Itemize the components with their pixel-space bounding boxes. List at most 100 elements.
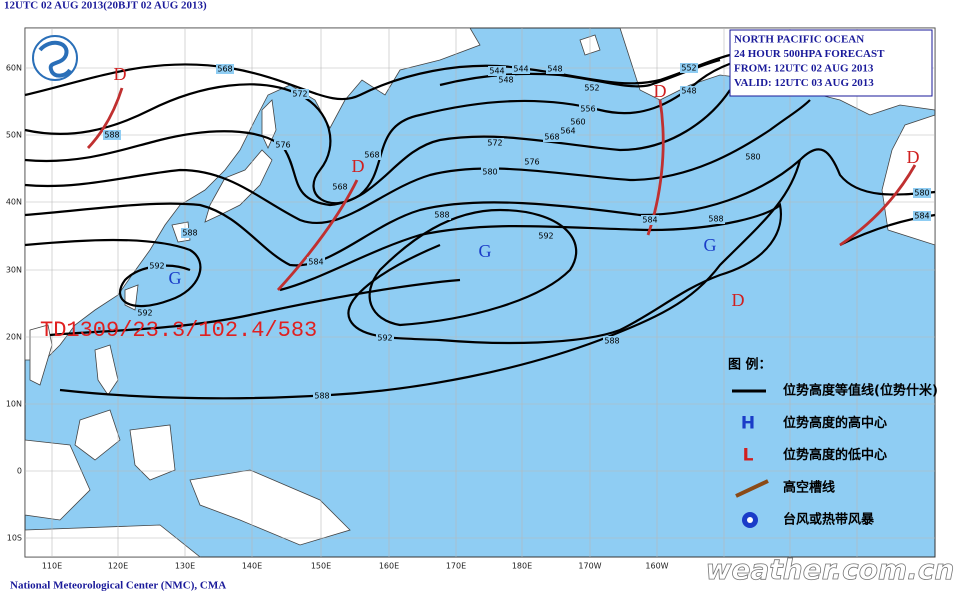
low-center: D: [732, 290, 745, 310]
lon-label: 110E: [42, 562, 62, 571]
contour-label: 584: [914, 212, 929, 221]
info-line: NORTH PACIFIC OCEAN: [734, 34, 864, 46]
contour-label-bg: [433, 210, 451, 220]
contour-label-bg: [181, 228, 199, 238]
contour-label: 556: [580, 105, 595, 114]
contour-label: 552: [584, 84, 599, 93]
contour-label-bg: [680, 86, 698, 96]
contour-label: 588: [104, 131, 119, 140]
map-labels: 110E 120E 130E 140E 150E 160E 170E 180E 170W 160W…: [6, 63, 931, 571]
contour-label: 572: [292, 90, 307, 99]
contour-label: 588: [182, 229, 197, 238]
legend-label: 台风或热带风暴: [783, 512, 875, 528]
high-center: G: [704, 235, 717, 255]
lat-label: 10S: [7, 534, 22, 543]
lon-label: 170E: [446, 562, 466, 571]
legend-label: 位势高度等值线(位势什米): [783, 383, 938, 399]
contour-label-bg: [313, 391, 331, 401]
legend-label: 位势高度的高中心: [783, 415, 887, 431]
contour-label: 552: [681, 64, 696, 73]
lon-label: 140E: [242, 562, 262, 571]
contour-label: 572: [487, 139, 502, 148]
contour-label-bg: [913, 211, 931, 221]
contour-label: 580: [482, 168, 497, 177]
contour-label-bg: [569, 117, 587, 127]
lon-label: 180E: [512, 562, 532, 571]
legend-title: 图 例：: [728, 357, 772, 373]
contour-label: 548: [498, 76, 513, 85]
watermark: weather.com.cn: [706, 553, 955, 586]
lon-label: 160E: [379, 562, 399, 571]
footer-credit: National Meteorological Center (NMC), CM…: [10, 580, 226, 592]
contour-label-bg: [274, 140, 292, 150]
contour-label-bg: [136, 308, 154, 318]
low-center: D: [907, 147, 920, 167]
contour-label: 580: [914, 189, 929, 198]
contour-label: 588: [314, 392, 329, 401]
contour-label: 592: [137, 309, 152, 318]
info-lines: NORTH PACIFIC OCEAN 24 HOUR 500HPA FORECA…: [734, 34, 885, 90]
contour-label: 588: [434, 211, 449, 220]
lon-label: 170W: [578, 562, 601, 571]
contour-label-bg: [603, 336, 621, 346]
contour-label: 568: [364, 151, 379, 160]
contour-label: 584: [642, 216, 657, 225]
contour-label-bg: [543, 132, 561, 142]
legend-symbol: L: [743, 446, 754, 466]
contour-label-bg: [707, 214, 725, 224]
contour-label-bg: [216, 64, 234, 74]
contours: [24, 53, 936, 400]
contour-label: 564: [560, 127, 575, 136]
contour-label-bg: [680, 63, 698, 73]
low-center: D: [352, 156, 365, 176]
lon-label: 160W: [645, 562, 668, 571]
contour-label: 576: [524, 158, 539, 167]
contour-label-bg: [488, 66, 506, 76]
legend-items: 位势高度等值线(位势什米) H 位势高度的高中心 L 位势高度的低中心高空槽线台风或热带…: [741, 383, 938, 528]
contour-label: 580: [745, 153, 760, 162]
contour-label: 568: [332, 183, 347, 192]
legend-trough-icon: [735, 479, 769, 498]
contour-label: 548: [681, 87, 696, 96]
lat-label: 30N: [6, 266, 22, 275]
contour-label-bg: [546, 64, 564, 74]
contour-label: 544: [489, 67, 504, 76]
contour-label: 568: [544, 133, 559, 142]
contour-label: 544: [513, 65, 528, 74]
contour-label-bg: [486, 138, 504, 148]
contour-label-bg: [641, 215, 659, 225]
low-center: D: [654, 81, 667, 101]
info-line: VALID: 12UTC 03 AUG 2013: [734, 77, 874, 89]
contour-label-bg: [537, 231, 555, 241]
lon-label: 130E: [175, 562, 195, 571]
contour-label: 592: [377, 334, 392, 343]
contour-label: 576: [275, 141, 290, 150]
typhoon-label: TD1309/23.3/102.4/583: [40, 318, 317, 343]
contour-label-bg: [307, 257, 325, 267]
contour-label: 588: [604, 337, 619, 346]
contour-label: 588: [708, 215, 723, 224]
legend-label: 高空槽线: [783, 479, 835, 495]
contour-label-bg: [512, 64, 530, 74]
info-line: FROM: 12UTC 02 AUG 2013: [734, 63, 874, 75]
contour-label-bg: [103, 130, 121, 140]
contour-label-bg: [291, 89, 309, 99]
high-center: G: [479, 241, 492, 261]
lat-label: 40N: [6, 198, 22, 207]
lon-label: 120E: [108, 562, 128, 571]
contour-label-bg: [363, 150, 381, 160]
contour-label-bg: [331, 182, 349, 192]
contour-label-bg: [579, 104, 597, 114]
lat-label: 60N: [6, 64, 22, 73]
lat-label: 20N: [6, 333, 22, 342]
info-line: 24 HOUR 500HPA FORECAST: [734, 48, 885, 60]
contour-label: 592: [149, 262, 164, 271]
high-center: G: [169, 268, 182, 288]
logo: [32, 35, 78, 81]
contour-label: 548: [547, 65, 562, 74]
contour-label-bg: [913, 188, 931, 198]
contour-label: 568: [217, 65, 232, 74]
lat-label: 0: [17, 467, 22, 476]
